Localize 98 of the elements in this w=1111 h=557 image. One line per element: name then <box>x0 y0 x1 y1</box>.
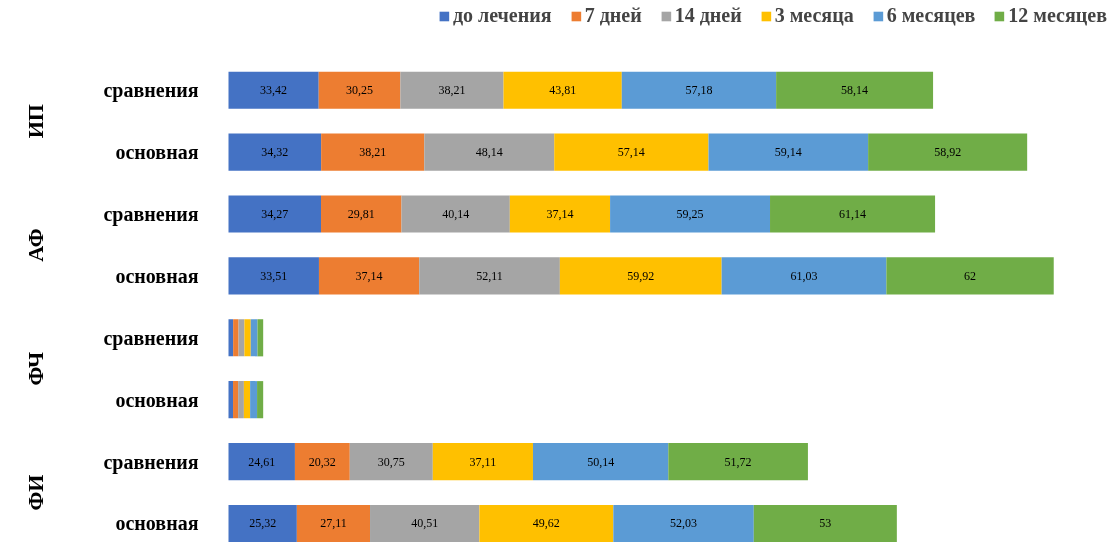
data-label: 37,14 <box>546 207 574 222</box>
data-label: 57,18 <box>685 83 713 98</box>
bar <box>370 504 480 543</box>
data-label: 25,32 <box>249 516 277 531</box>
bar <box>228 195 322 233</box>
data-label: 61,14 <box>839 207 867 222</box>
bar <box>509 195 611 233</box>
y-tick-label: сравнения <box>103 450 199 474</box>
y-tick-label: сравнения <box>103 203 199 227</box>
data-label: 34,32 <box>261 145 289 160</box>
bar <box>401 195 510 233</box>
legend-label: до лечения <box>452 4 552 27</box>
y-tick-label: сравнения <box>103 326 199 350</box>
bar <box>432 443 533 481</box>
text: АФ <box>23 228 48 262</box>
legend-label: 6 месяцев <box>886 4 976 27</box>
bar <box>318 257 420 295</box>
y-tick-label: основная <box>115 264 199 287</box>
bar <box>321 133 425 171</box>
bar <box>610 195 771 233</box>
bar <box>400 71 504 109</box>
bar <box>532 443 669 481</box>
data-label: 58,14 <box>841 83 869 98</box>
bar <box>868 133 1028 171</box>
data-label: 43,81 <box>549 83 577 98</box>
bar <box>770 195 936 233</box>
bar <box>228 71 319 109</box>
bar <box>708 133 869 171</box>
data-label: 59,25 <box>676 207 704 222</box>
bar <box>243 381 251 419</box>
data-label: 59,14 <box>774 145 802 160</box>
bar <box>424 133 555 171</box>
bar <box>419 257 560 295</box>
bar <box>886 257 1054 295</box>
bar <box>503 71 622 109</box>
bar <box>554 133 709 171</box>
bar <box>318 71 401 109</box>
text: ИП <box>23 104 48 139</box>
data-label: 34,27 <box>261 207 289 222</box>
data-label: 37,11 <box>469 454 497 469</box>
data-label: 58,92 <box>934 145 962 160</box>
bar <box>668 443 808 481</box>
data-label: 30,25 <box>346 83 374 98</box>
data-label: 40,51 <box>411 516 439 531</box>
bar <box>233 381 239 419</box>
y-tick-label: основная <box>115 388 199 411</box>
bar <box>257 319 264 357</box>
data-label: 57,14 <box>617 145 645 160</box>
data-label: 37,14 <box>355 268 383 283</box>
data-label: 38,21 <box>359 145 387 160</box>
bar <box>250 381 258 419</box>
bar <box>244 319 251 357</box>
bar <box>228 257 319 295</box>
y-tick-label: основная <box>115 141 199 164</box>
bar <box>613 504 754 543</box>
data-label: 33,42 <box>260 83 288 98</box>
bar <box>753 504 897 543</box>
data-label: 49,62 <box>532 516 560 531</box>
data-label: 50,14 <box>587 454 615 469</box>
legend-label: 14 дней <box>674 4 742 27</box>
data-label: 30,75 <box>377 454 405 469</box>
bar <box>238 381 244 419</box>
text: ФЧ <box>23 351 48 386</box>
bar <box>228 443 295 481</box>
data-label: 52,11 <box>476 268 503 283</box>
data-label: 48,14 <box>475 145 503 160</box>
data-label: 40,14 <box>442 207 470 222</box>
data-label: 24,61 <box>248 454 276 469</box>
legend-label: 3 месяца <box>774 4 854 27</box>
bar <box>233 319 239 357</box>
data-label: 38,21 <box>438 83 466 98</box>
y-tick-label: основная <box>115 512 199 535</box>
bar <box>321 195 402 233</box>
bar <box>776 71 934 109</box>
bar <box>228 133 322 171</box>
bar <box>228 504 297 543</box>
data-label: 51,72 <box>724 454 752 469</box>
y-tick-label: сравнения <box>103 79 199 103</box>
bar <box>621 71 777 109</box>
bar <box>721 257 887 295</box>
data-label: 53 <box>819 516 832 531</box>
bar <box>294 443 350 481</box>
bar <box>257 381 264 419</box>
bar <box>296 504 371 543</box>
data-label: 27,11 <box>320 516 347 531</box>
text: ФИ <box>23 474 48 511</box>
data-label: 52,03 <box>670 516 698 531</box>
data-label: 29,81 <box>347 207 375 222</box>
data-label: 61,03 <box>790 268 818 283</box>
data-label: 59,92 <box>627 268 655 283</box>
data-label: 33,51 <box>260 268 288 283</box>
data-label: 20,32 <box>308 454 336 469</box>
legend-label: 12 месяцев <box>1008 4 1107 27</box>
data-label: 62 <box>964 268 977 283</box>
bar <box>349 443 433 481</box>
bar <box>559 257 722 295</box>
bar <box>479 504 614 543</box>
legend-label: 7 дней <box>584 4 642 27</box>
